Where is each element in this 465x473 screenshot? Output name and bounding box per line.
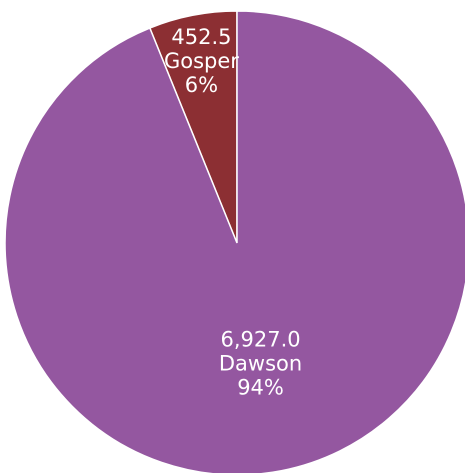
pie-slice-dawson [4, 10, 465, 473]
pie-slices [4, 10, 465, 473]
data-label-percent: 6% [185, 73, 218, 97]
data-label-percent: 94% [237, 376, 284, 400]
data-label-category: Gosper [164, 49, 239, 73]
data-label-value: 452.5 [171, 25, 231, 49]
data-label-value: 6,927.0 [220, 328, 300, 352]
data-label-category: Dawson [219, 352, 302, 376]
